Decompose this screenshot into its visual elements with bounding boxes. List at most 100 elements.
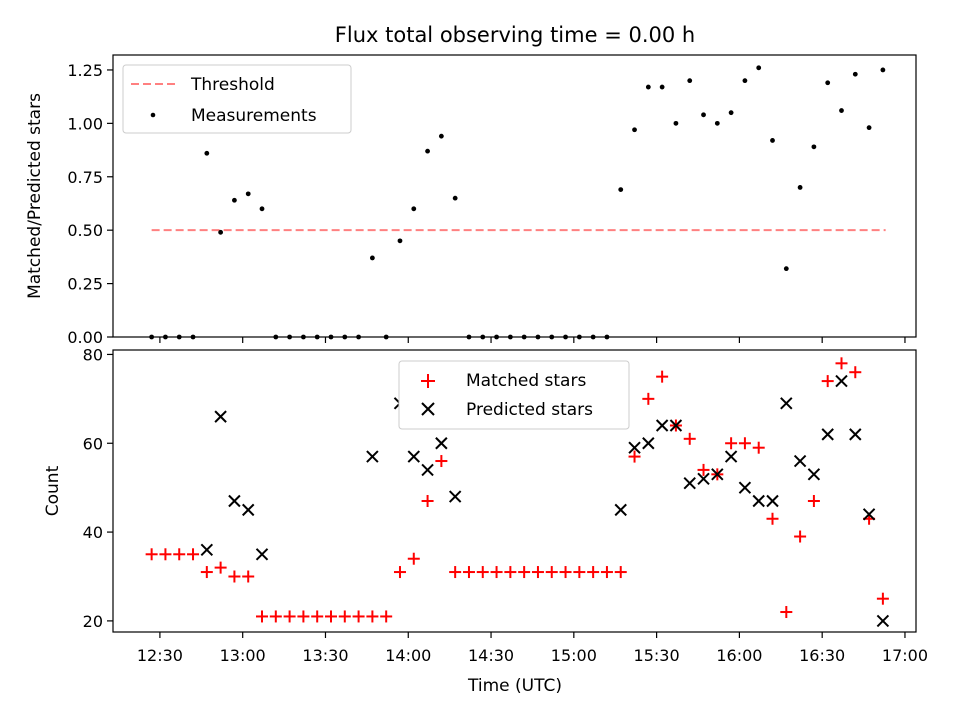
- matched-point-27: [518, 566, 531, 579]
- legend-threshold-label: Threshold: [190, 75, 275, 95]
- matched-point-33: [600, 566, 613, 579]
- predicted-point-13: [642, 437, 655, 450]
- matched-point-4: [200, 566, 213, 579]
- figure-title: Flux total observing time = 0.00 h: [335, 23, 695, 47]
- predicted-point-22: [766, 494, 779, 508]
- matched-point-32: [587, 566, 600, 579]
- measurement-point-51: [852, 71, 858, 77]
- matched-point-34: [614, 566, 627, 579]
- matched-point-40: [697, 463, 710, 476]
- matched-point-46: [780, 606, 793, 619]
- bottom-axes-frame: [112, 349, 917, 633]
- measurement-point-18: [397, 238, 403, 244]
- bottom-ytick-label-3: 80: [83, 345, 103, 364]
- xtick-label-3: 14:00: [385, 646, 431, 665]
- matched-point-31: [573, 566, 586, 579]
- measurement-point-46: [783, 266, 789, 272]
- measurement-point-48: [811, 144, 817, 150]
- xtick-label-2: 13:30: [302, 646, 348, 665]
- matched-point-25: [490, 566, 503, 579]
- measurement-point-41: [714, 120, 720, 126]
- measurement-point-42: [728, 110, 734, 116]
- measurement-point-49: [825, 80, 831, 86]
- matched-point-5: [214, 561, 227, 574]
- matched-point-53: [876, 592, 889, 605]
- legend-predicted-swatch: [421, 402, 435, 416]
- predicted-point-28: [849, 428, 862, 441]
- measurement-point-53: [880, 67, 886, 73]
- top-plot-area: [149, 65, 886, 340]
- matched-point-36: [642, 392, 655, 405]
- measurement-point-50: [839, 108, 844, 113]
- matched-point-18: [393, 566, 406, 579]
- measurement-point-47: [797, 185, 803, 190]
- predicted-point-20: [738, 481, 752, 494]
- bottom-ylabel: Count: [43, 465, 63, 516]
- predicted-point-16: [683, 477, 696, 490]
- matched-point-37: [656, 370, 669, 383]
- matched-point-9: [269, 610, 282, 623]
- predicted-point-5: [366, 450, 379, 463]
- matched-point-17: [380, 610, 393, 623]
- predicted-point-9: [435, 437, 448, 450]
- matched-point-13: [324, 610, 337, 623]
- bottom-ytick-label-1: 40: [83, 523, 103, 542]
- measurement-point-36: [645, 84, 651, 90]
- measurement-point-20: [425, 148, 430, 154]
- predicted-point-14: [655, 419, 669, 432]
- predicted-point-23: [780, 397, 793, 410]
- matched-point-49: [821, 375, 834, 388]
- predicted-point-4: [255, 548, 269, 561]
- top-axes-frame: [112, 54, 917, 338]
- measurement-point-6: [232, 197, 237, 203]
- bottom-legend: Matched stars Predicted stars: [398, 360, 630, 430]
- predicted-point-19: [724, 450, 738, 463]
- predicted-point-11: [614, 503, 627, 517]
- measurement-point-22: [452, 195, 458, 201]
- predicted-point-10: [448, 490, 462, 503]
- matched-point-26: [504, 566, 517, 579]
- matched-point-12: [311, 610, 324, 623]
- measurement-point-40: [701, 112, 706, 118]
- measurement-point-5: [218, 229, 224, 235]
- bottom-panel: 20 40 60 80 12:30 13:00 13:30 14:00 14:30 15:00 1…: [43, 345, 928, 696]
- predicted-point-7: [407, 450, 420, 463]
- matched-point-19: [407, 552, 420, 565]
- measurement-point-7: [245, 191, 251, 197]
- matched-point-42: [725, 437, 738, 450]
- matched-point-35: [628, 450, 641, 463]
- predicted-point-1: [214, 410, 227, 423]
- matched-point-23: [462, 566, 475, 579]
- predicted-point-29: [862, 508, 876, 521]
- xtick-label-9: 17:00: [882, 646, 928, 665]
- predicted-point-18: [711, 468, 724, 481]
- legend-measurements-swatch: [150, 112, 156, 118]
- matched-point-21: [435, 455, 448, 468]
- measurement-point-19: [411, 206, 417, 212]
- xtick-label-7: 16:00: [716, 646, 762, 665]
- matched-point-1: [159, 548, 172, 561]
- top-ylabel: Matched/Predicted stars: [25, 93, 45, 299]
- matched-point-30: [559, 566, 572, 579]
- top-ytick-label-1: 0.25: [67, 275, 103, 294]
- legend-matched-label: Matched stars: [466, 371, 586, 391]
- predicted-point-15: [669, 419, 683, 432]
- top-ytick-label-4: 1.00: [67, 114, 103, 133]
- predicted-point-12: [628, 441, 641, 454]
- predicted-point-24: [793, 454, 807, 468]
- bottom-ytick-label-2: 60: [83, 434, 103, 453]
- predicted-point-25: [807, 468, 821, 481]
- measurement-point-44: [756, 65, 762, 71]
- measurement-point-16: [369, 255, 375, 261]
- measurement-point-35: [632, 127, 637, 133]
- legend-predicted-label: Predicted stars: [466, 400, 593, 420]
- measurement-point-37: [659, 84, 665, 90]
- xtick-label-0: 12:30: [137, 646, 183, 665]
- top-ytick-label-5: 1.25: [67, 61, 103, 80]
- matched-point-22: [449, 566, 462, 579]
- matched-point-47: [794, 530, 807, 543]
- matched-point-0: [145, 548, 158, 561]
- top-ytick-label-3: 0.75: [67, 168, 103, 187]
- predicted-point-27: [835, 374, 848, 388]
